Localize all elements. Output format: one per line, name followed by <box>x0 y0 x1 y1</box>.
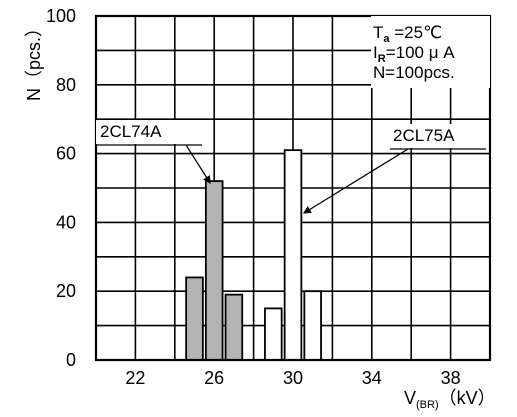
x-tick-label: 38 <box>441 368 461 388</box>
leader-arrow-2cl74a <box>185 144 211 184</box>
bar-2cl74a <box>204 180 224 361</box>
y-tick-label: 0 <box>66 350 76 370</box>
tick-labels: 0 20 40 60 80 100 22 26 30 34 38 <box>46 6 461 388</box>
condition-n: N=100pcs. <box>373 63 455 82</box>
x-tick-label: 34 <box>362 368 382 388</box>
x-tick-label: 26 <box>204 368 224 388</box>
x-axis-label: V(BR)（kV） <box>404 388 496 411</box>
series-label-2cl74a: 2CL74A <box>96 120 202 144</box>
conditions-box: Ta =25℃ IR=100 μ A N=100pcs. <box>371 16 490 88</box>
bars <box>185 149 322 361</box>
y-tick-label: 20 <box>56 281 76 301</box>
plot-border <box>94 14 492 362</box>
plot-frame <box>94 14 492 362</box>
condition-ir: IR=100 μ A <box>373 43 455 65</box>
x-axis-label-unit: （kV） <box>439 388 496 408</box>
annotations <box>96 144 486 214</box>
y-axis-label: N（pcs.） <box>24 19 44 101</box>
y-tick-label: 100 <box>46 6 76 26</box>
x-tick-label: 30 <box>283 368 303 388</box>
series-label-2cl75a-text: 2CL75A <box>393 126 455 145</box>
bar-2cl75a <box>264 307 283 361</box>
series-label-2cl75a: 2CL75A <box>390 124 486 148</box>
x-axis-label-sub: (BR) <box>416 399 439 411</box>
series-label-2cl74a-text: 2CL74A <box>100 122 162 141</box>
bar-2cl74a <box>185 276 204 361</box>
y-tick-label: 60 <box>56 144 76 164</box>
y-tick-label: 40 <box>56 212 76 232</box>
condition-ta: Ta =25℃ <box>373 23 442 45</box>
bar-2cl74a <box>224 293 244 361</box>
y-tick-label: 80 <box>56 75 76 95</box>
x-axis-label-main: V <box>404 388 416 408</box>
bar-2cl75a <box>303 290 322 361</box>
leader-arrow-2cl75a <box>302 148 409 214</box>
bar-2cl75a <box>283 149 303 361</box>
x-tick-label: 22 <box>125 368 145 388</box>
